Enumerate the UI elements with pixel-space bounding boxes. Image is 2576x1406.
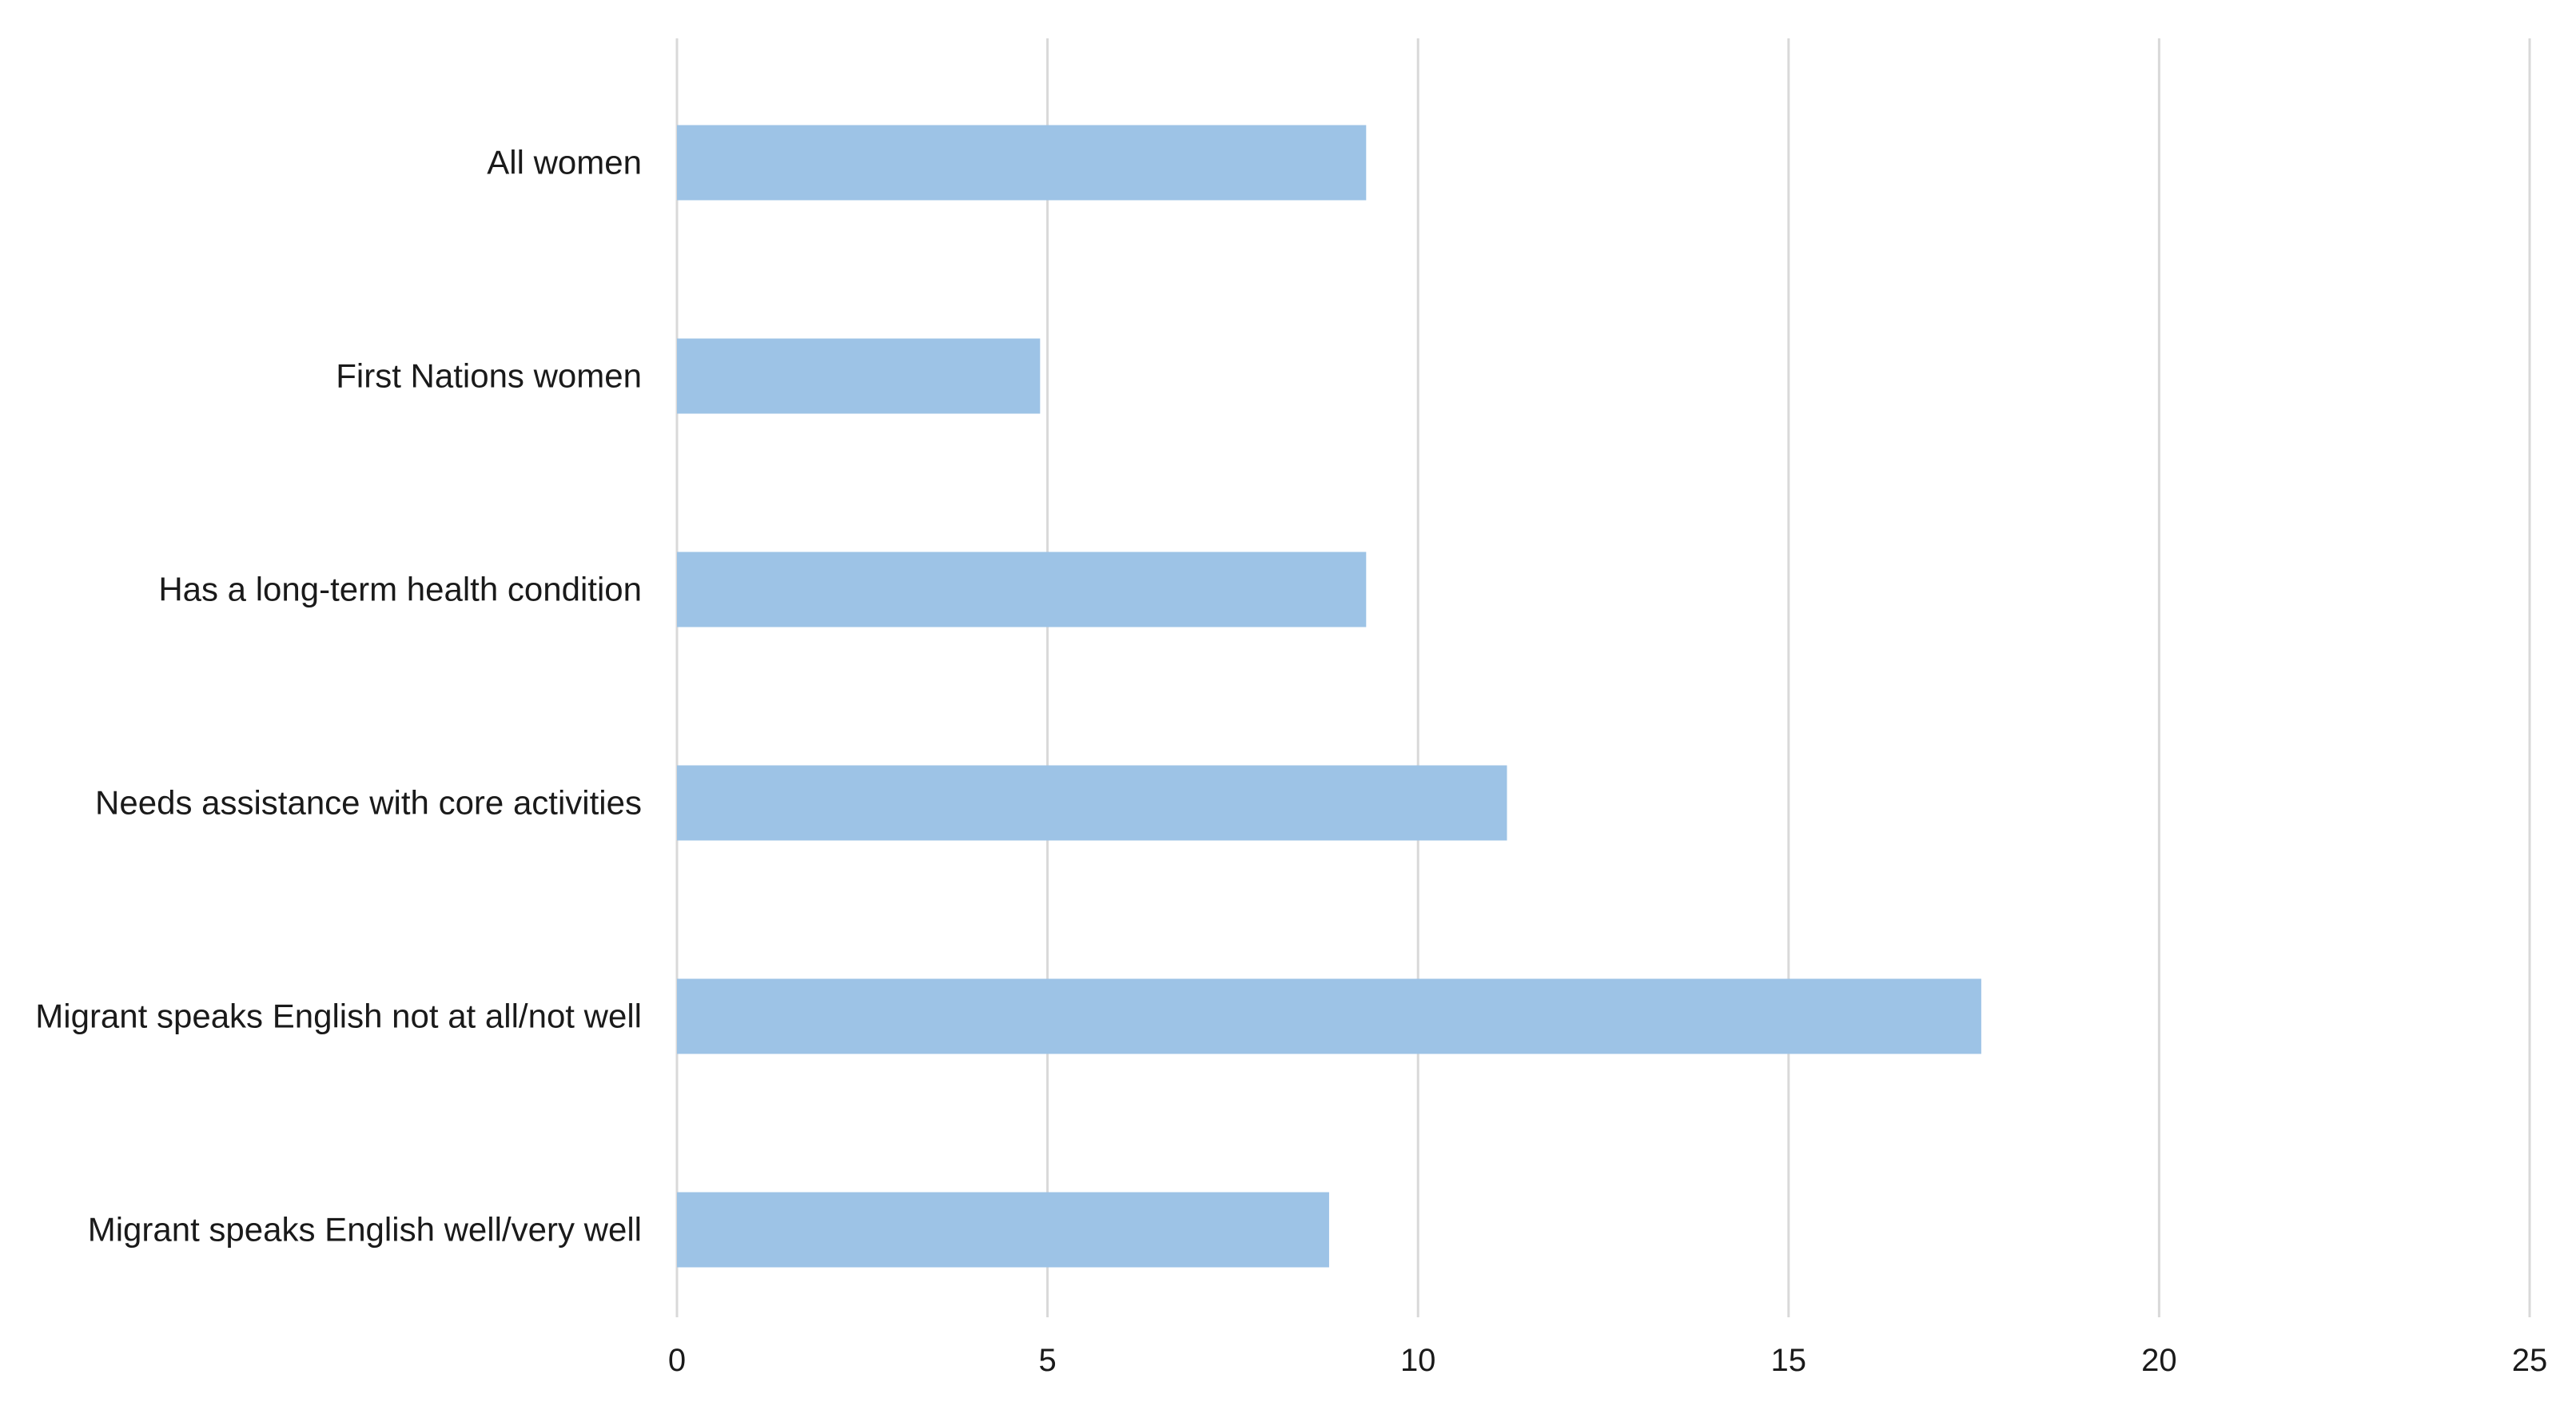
x-tick-labels: 0 5 10 15 20 25 [668,1343,2547,1378]
category-label-5: Migrant speaks English well/very well [88,1211,642,1249]
category-label-3: Needs assistance with core activities [95,784,642,822]
bars [677,125,1981,1268]
x-tick-label-10: 10 [1400,1343,1436,1378]
category-labels: All women First Nations women Has a long-t… [35,144,642,1249]
x-tick-label-15: 15 [1771,1343,1807,1378]
category-label-2: Has a long-term health condition [158,571,642,608]
category-label-4: Migrant speaks English not at all/not we… [35,998,642,1035]
category-label-0: All women [487,144,642,181]
x-tick-label-20: 20 [2141,1343,2177,1378]
category-label-1: First Nations women [336,357,642,395]
gridlines [675,38,2531,1317]
x-tick-label-0: 0 [668,1343,686,1378]
bar-5 [677,1192,1329,1268]
bar-3 [677,765,1507,841]
x-tick-label-25: 25 [2512,1343,2548,1378]
bar-1 [677,338,1041,414]
x-tick-label-5: 5 [1038,1343,1056,1378]
bar-0 [677,125,1367,201]
bar-4 [677,978,1981,1054]
bar-2 [677,552,1367,627]
